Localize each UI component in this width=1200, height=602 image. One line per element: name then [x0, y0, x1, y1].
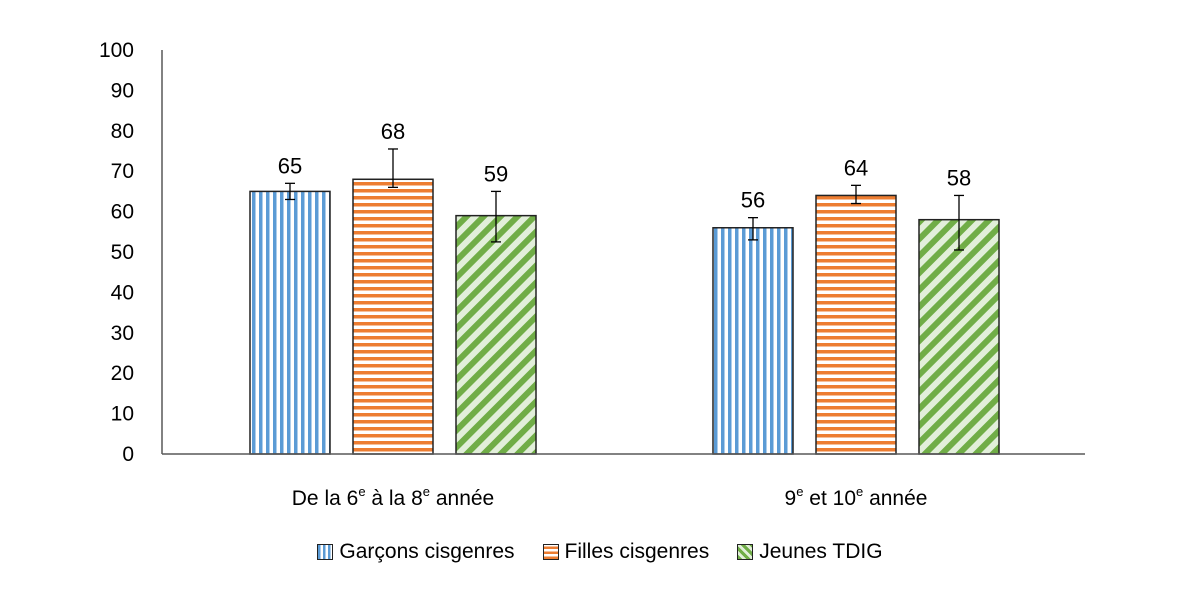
- bar-garcons-0: [249, 190, 331, 455]
- category-label-0: De la 6e à la 8e année: [292, 484, 494, 510]
- y-tick-label: 90: [111, 79, 134, 102]
- value-label-garcons-0: 65: [278, 153, 302, 178]
- error-bar-tdig-1: [954, 194, 964, 251]
- legend-swatch-garcons: [317, 544, 334, 560]
- y-tick-label: 60: [111, 201, 134, 224]
- value-labels: 65 56 68 64 59 58: [278, 119, 971, 213]
- y-tick-label: 10: [111, 403, 134, 426]
- legend-label-garcons: Garçons cisgenres: [339, 540, 515, 563]
- bar-tdig-0: [455, 214, 537, 455]
- y-tick-label: 40: [111, 281, 134, 304]
- bars: [249, 148, 1000, 455]
- y-axis-ticks: 0 10 20 30 40 50 60 70 80 90 100: [99, 39, 134, 466]
- y-tick-label: 0: [122, 443, 134, 466]
- legend-label-tdig: Jeunes TDIG: [759, 540, 883, 563]
- value-label-tdig-1: 58: [947, 165, 971, 190]
- error-bar-garcons-0: [285, 182, 295, 201]
- legend-swatch-tdig: [737, 544, 754, 560]
- bar-filles-0: [352, 178, 434, 455]
- y-tick-label: 80: [111, 120, 134, 143]
- value-label-filles-1: 64: [844, 155, 868, 180]
- y-tick-label: 50: [111, 241, 134, 264]
- legend: Garçons cisgenres Filles cisgenres Jeune…: [0, 540, 1200, 564]
- y-tick-label: 20: [111, 362, 134, 385]
- bar-tdig-1: [918, 218, 1000, 455]
- error-bar-filles-1: [851, 184, 861, 205]
- value-label-garcons-1: 56: [741, 188, 765, 213]
- bar-filles-1: [815, 194, 897, 455]
- error-bar-filles-0: [388, 148, 398, 189]
- legend-item-tdig: Jeunes TDIG: [737, 540, 883, 564]
- bar-garcons-1: [712, 227, 794, 455]
- y-tick-label: 30: [111, 322, 134, 345]
- legend-item-garcons: Garçons cisgenres: [317, 540, 515, 564]
- error-bar-garcons-1: [748, 217, 758, 241]
- bar-chart: 0 10 20 30 40 50 60 70 80 90 100 65 56 68 64 59 58 De l…: [99, 39, 1085, 510]
- category-label-1: 9e et 10e année: [785, 484, 928, 510]
- legend-label-filles: Filles cisgenres: [564, 540, 710, 563]
- value-label-tdig-0: 59: [484, 161, 508, 186]
- legend-item-filles: Filles cisgenres: [542, 540, 710, 564]
- y-tick-label: 100: [99, 39, 134, 62]
- error-bar-tdig-0: [491, 190, 501, 243]
- legend-swatch-filles: [542, 544, 559, 560]
- y-tick-label: 70: [111, 160, 134, 183]
- value-label-filles-0: 68: [381, 119, 405, 144]
